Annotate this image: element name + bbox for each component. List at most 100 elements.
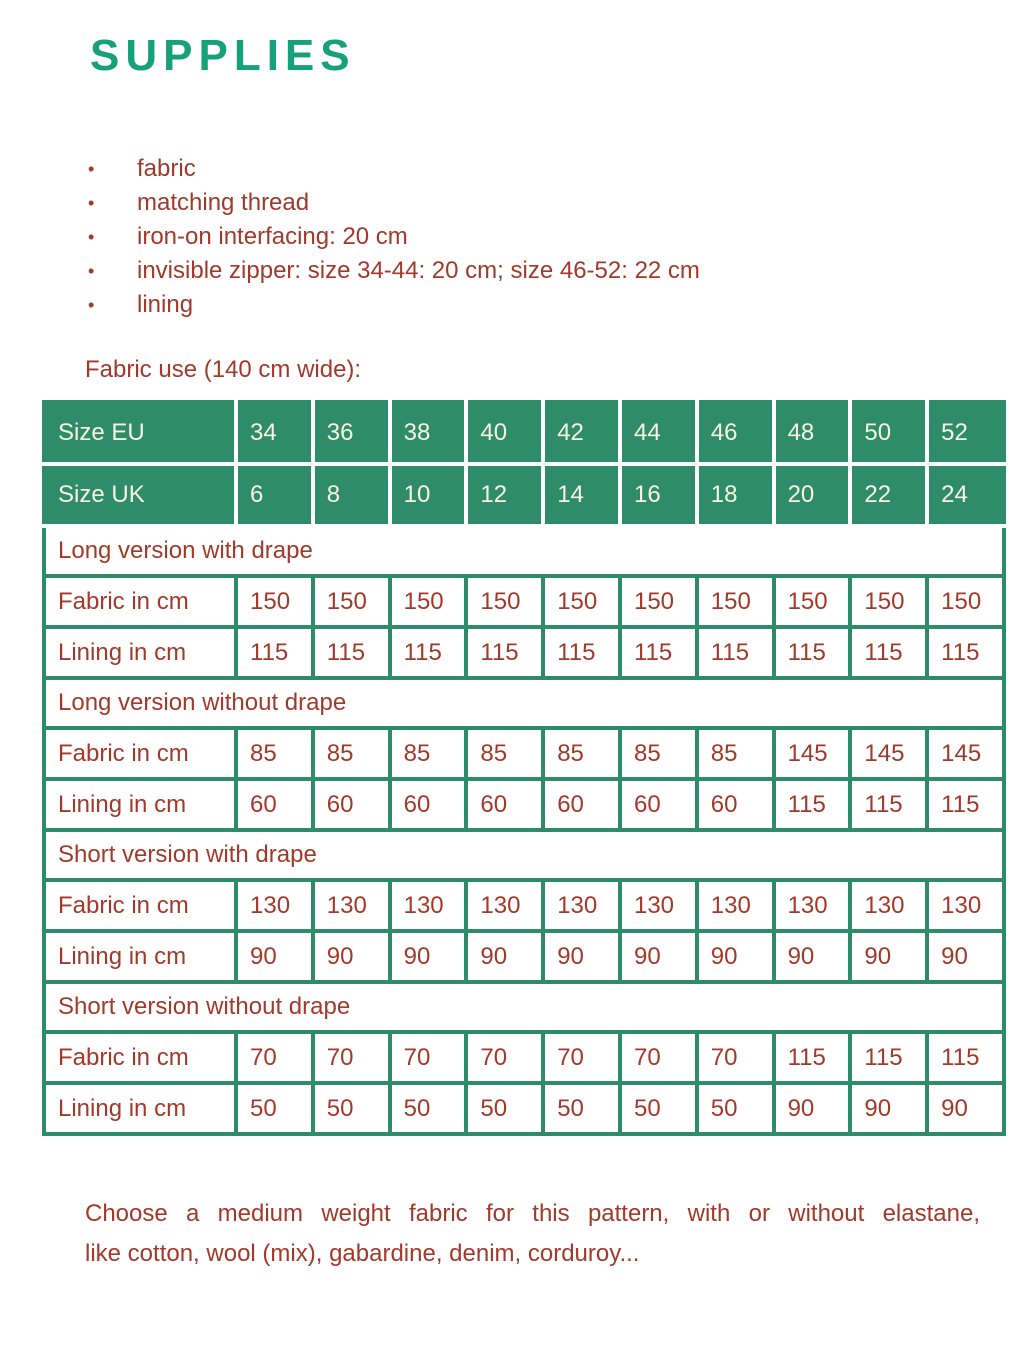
value-cell: 150 (617, 574, 699, 630)
value-cell: 115 (464, 625, 546, 681)
size-cell: 42 (541, 400, 622, 467)
section-title: Short version without drape (42, 980, 1006, 1035)
size-cell: 34 (234, 400, 315, 467)
size-header-row: Size UK 6 8 10 12 14 16 18 20 22 24 (42, 462, 1006, 529)
value-cell: 85 (387, 726, 469, 782)
bullet-icon: • (88, 159, 95, 180)
section-row: Long version without drape (42, 676, 1006, 731)
row-label: Lining in cm (42, 1081, 238, 1137)
value-cell: 150 (234, 574, 315, 630)
value-cell: 90 (694, 929, 776, 985)
size-cell: 50 (848, 400, 930, 467)
value-cell: 90 (848, 1081, 930, 1137)
bullet-icon: • (88, 295, 95, 316)
size-header-rows: Size EU 34 36 38 40 42 44 46 48 50 52 Size UK 6 8 10 12… (42, 400, 1006, 529)
value-cell: 150 (848, 574, 930, 630)
fabric-choice-note: Choose a medium weight fabric for this p… (85, 1194, 980, 1274)
section-row: Short version with drape (42, 828, 1006, 883)
size-cell: 20 (771, 462, 853, 529)
value-cell: 130 (387, 878, 469, 934)
size-cell: 16 (617, 462, 699, 529)
value-cell: 70 (234, 1030, 315, 1086)
value-cell: 70 (617, 1030, 699, 1086)
row-label: Lining in cm (42, 777, 238, 833)
data-row: Lining in cm 50 50 50 50 50 50 50 90 90 90 (42, 1081, 1006, 1137)
value-cell: 115 (694, 625, 776, 681)
value-cell: 60 (694, 777, 776, 833)
section-row: Short version without drape (42, 980, 1006, 1035)
data-row: Lining in cm 90 90 90 90 90 90 90 90 90 90 (42, 929, 1006, 985)
value-cell: 70 (387, 1030, 469, 1086)
value-cell: 70 (541, 1030, 622, 1086)
size-cell: 12 (464, 462, 546, 529)
row-label: Lining in cm (42, 625, 238, 681)
size-cell: 8 (310, 462, 392, 529)
list-item-text: iron-on interfacing: 20 cm (137, 223, 408, 251)
value-cell: 90 (541, 929, 622, 985)
value-cell: 85 (310, 726, 392, 782)
value-cell: 50 (464, 1081, 546, 1137)
size-cell: 48 (771, 400, 853, 467)
value-cell: 115 (617, 625, 699, 681)
value-cell: 115 (925, 1030, 1006, 1086)
fabric-choice-note-line-2: like cotton, wool (mix), gabardine, deni… (85, 1240, 640, 1268)
value-cell: 115 (310, 625, 392, 681)
list-item: • lining (88, 288, 1034, 322)
value-cell: 115 (848, 625, 930, 681)
value-cell: 115 (771, 777, 853, 833)
value-cell: 115 (234, 625, 315, 681)
fabric-use-heading: Fabric use (140 cm wide): (85, 356, 362, 384)
row-label: Lining in cm (42, 929, 238, 985)
fabric-table-body: Long version with drape Fabric in cm 150 15… (42, 524, 1006, 1137)
size-cell: 10 (387, 462, 469, 529)
list-item-text: lining (137, 291, 194, 319)
list-item: • fabric (88, 152, 1034, 186)
value-cell: 90 (771, 929, 853, 985)
row-label: Fabric in cm (42, 574, 238, 630)
fabric-choice-note-line-1: Choose a medium weight fabric for this p… (85, 1200, 980, 1228)
value-cell: 85 (617, 726, 699, 782)
bullet-icon: • (88, 261, 95, 282)
size-cell: 18 (694, 462, 776, 529)
size-header-row: Size EU 34 36 38 40 42 44 46 48 50 52 (42, 400, 1006, 467)
value-cell: 150 (771, 574, 853, 630)
list-item-text: matching thread (137, 189, 310, 217)
value-cell: 85 (694, 726, 776, 782)
value-cell: 130 (925, 878, 1006, 934)
value-cell: 50 (541, 1081, 622, 1137)
value-cell: 85 (464, 726, 546, 782)
value-cell: 90 (771, 1081, 853, 1137)
bullet-icon: • (88, 227, 95, 248)
section-title: Long version without drape (42, 676, 1006, 731)
value-cell: 90 (310, 929, 392, 985)
data-row: Fabric in cm 70 70 70 70 70 70 70 115 115 115 (42, 1030, 1006, 1086)
value-cell: 90 (387, 929, 469, 985)
value-cell: 130 (310, 878, 392, 934)
list-item: • matching thread (88, 186, 1034, 220)
value-cell: 50 (234, 1081, 315, 1137)
value-cell: 90 (617, 929, 699, 985)
value-cell: 145 (848, 726, 930, 782)
value-cell: 115 (541, 625, 622, 681)
value-cell: 50 (310, 1081, 392, 1137)
list-item-text: invisible zipper: size 34-44: 20 cm; siz… (137, 257, 700, 285)
value-cell: 130 (694, 878, 776, 934)
value-cell: 90 (848, 929, 930, 985)
value-cell: 60 (310, 777, 392, 833)
value-cell: 50 (617, 1081, 699, 1137)
value-cell: 150 (541, 574, 622, 630)
value-cell: 115 (848, 1030, 930, 1086)
size-row-label: Size EU (42, 400, 238, 467)
section-title: Long version with drape (42, 524, 1006, 579)
value-cell: 60 (541, 777, 622, 833)
value-cell: 115 (387, 625, 469, 681)
section-title: Short version with drape (42, 828, 1006, 883)
list-item: • iron-on interfacing: 20 cm (88, 220, 1034, 254)
value-cell: 60 (464, 777, 546, 833)
value-cell: 150 (925, 574, 1006, 630)
value-cell: 130 (234, 878, 315, 934)
value-cell: 60 (387, 777, 469, 833)
list-item: • invisible zipper: size 34-44: 20 cm; si… (88, 254, 1034, 288)
value-cell: 130 (848, 878, 930, 934)
row-label: Fabric in cm (42, 1030, 238, 1086)
